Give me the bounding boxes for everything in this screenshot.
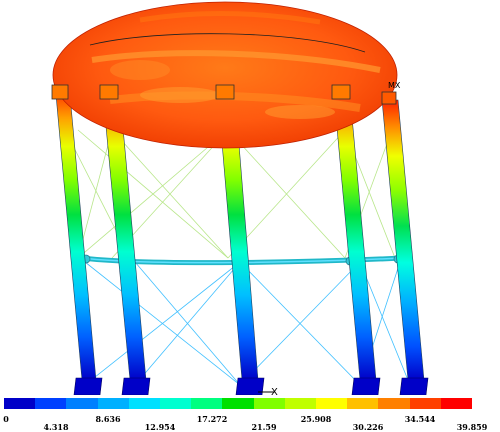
legend-swatch-9 — [284, 398, 317, 409]
legend-value-label: 8.636 — [95, 414, 121, 424]
leg-4 — [333, 94, 377, 381]
legend-value-label: 0 — [3, 414, 9, 424]
axis-x-label: X — [271, 387, 278, 398]
legend-value-label: 21.59 — [251, 422, 277, 432]
legend-swatch-0 — [4, 398, 36, 409]
legend-swatch-3 — [97, 398, 129, 409]
legend-value-label: 4.318 — [43, 422, 69, 432]
legend-swatch-11 — [347, 398, 379, 409]
leg-bases — [73, 377, 429, 395]
legend-swatch-6 — [191, 398, 223, 409]
water-tower-model — [51, 1, 429, 395]
leg-top-brackets — [51, 84, 397, 105]
legend-swatch-4 — [128, 398, 161, 409]
legend-swatch-5 — [160, 398, 192, 409]
tank — [52, 1, 398, 149]
legend-value-label: 34.544 — [404, 414, 436, 424]
support-legs — [55, 94, 425, 381]
legend-value-label: 39.859 — [456, 422, 488, 432]
corner-mx-label: MX — [388, 81, 401, 90]
legend-swatch-2 — [66, 398, 98, 409]
legend-swatch-12 — [378, 398, 410, 409]
legend-value-label: 25.908 — [300, 414, 332, 424]
color-legend-bar — [4, 398, 473, 409]
legend-swatch-8 — [253, 398, 285, 409]
leg-1 — [55, 94, 97, 381]
lower-bracing — [84, 261, 411, 386]
legend-value-label: 17.272 — [196, 414, 228, 424]
legend-swatch-10 — [316, 398, 348, 409]
legend-value-label: 30.226 — [352, 422, 384, 432]
legend-swatch-14 — [440, 398, 473, 409]
legend-swatch-7 — [222, 398, 254, 409]
legend-swatch-1 — [35, 398, 67, 409]
legend-value-label: 12.954 — [144, 422, 176, 432]
legend-swatch-13 — [409, 398, 441, 409]
